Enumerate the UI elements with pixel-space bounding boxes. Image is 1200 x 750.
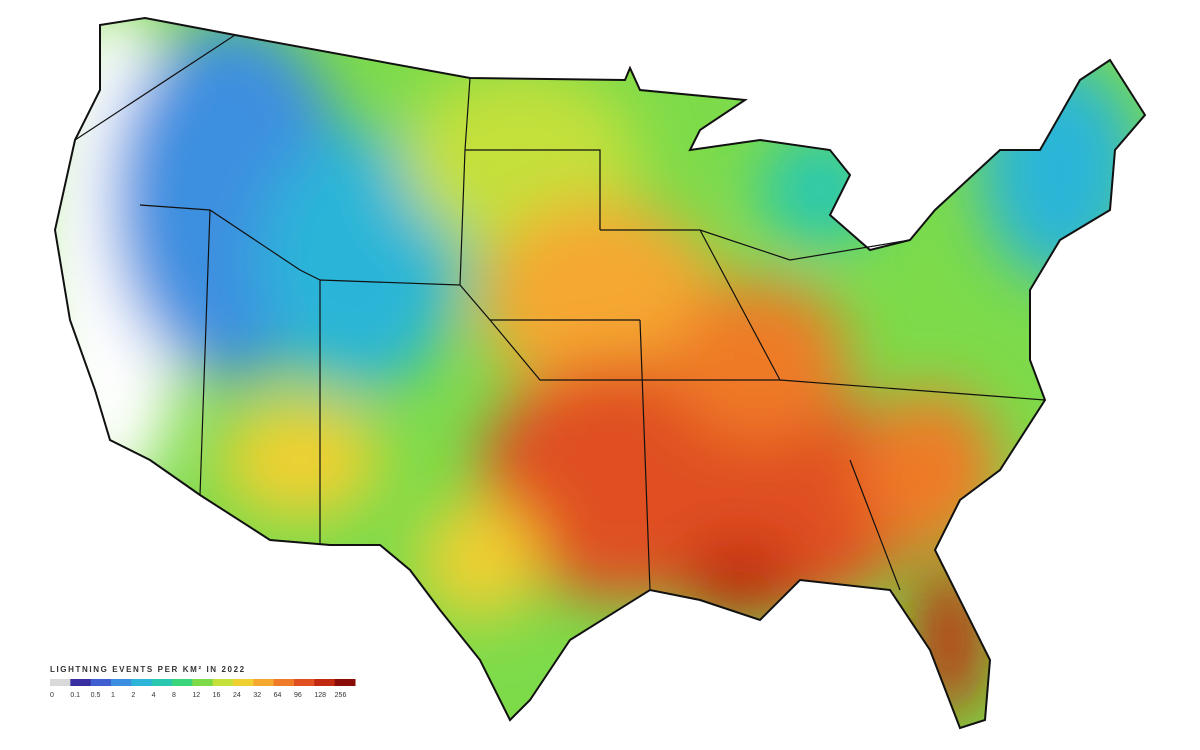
legend-label: 0.5 xyxy=(91,692,101,699)
legend-title: LIGHTNING EVENTS PER KM² IN 2022 xyxy=(50,665,246,674)
legend-label: 24 xyxy=(233,692,241,699)
legend-swatch xyxy=(212,679,234,686)
legend-swatch xyxy=(90,679,112,686)
legend-swatch xyxy=(192,679,214,686)
legend-swatch xyxy=(273,679,295,686)
legend-swatch xyxy=(294,679,315,686)
legend-swatch xyxy=(334,679,356,686)
legend-swatch xyxy=(131,679,153,686)
legend-swatch xyxy=(172,679,193,686)
legend-label: 8 xyxy=(172,692,176,699)
legend-label: 128 xyxy=(314,692,326,699)
legend-label: 64 xyxy=(274,692,282,699)
legend-swatch xyxy=(253,679,275,686)
legend-label: 2 xyxy=(131,692,135,699)
legend-label: 96 xyxy=(294,692,302,699)
legend-label: 4 xyxy=(152,692,156,699)
legend-swatch xyxy=(233,679,254,686)
legend-label: 0.1 xyxy=(70,692,80,699)
state-borders xyxy=(74,34,1046,591)
legend-swatch xyxy=(111,679,132,686)
legend-swatch xyxy=(151,679,173,686)
legend-label: 1 xyxy=(111,692,115,699)
legend-label: 12 xyxy=(192,692,200,699)
legend-swatch xyxy=(314,679,336,686)
legend-swatch xyxy=(50,679,71,686)
legend-label: 16 xyxy=(213,692,221,699)
legend-label: 32 xyxy=(253,692,261,699)
legend: LIGHTNING EVENTS PER KM² IN 2022 0 0.1 0.5… xyxy=(50,665,356,699)
legend-label: 256 xyxy=(335,692,347,699)
legend-swatch xyxy=(70,679,92,686)
legend-label: 0 xyxy=(50,692,54,699)
